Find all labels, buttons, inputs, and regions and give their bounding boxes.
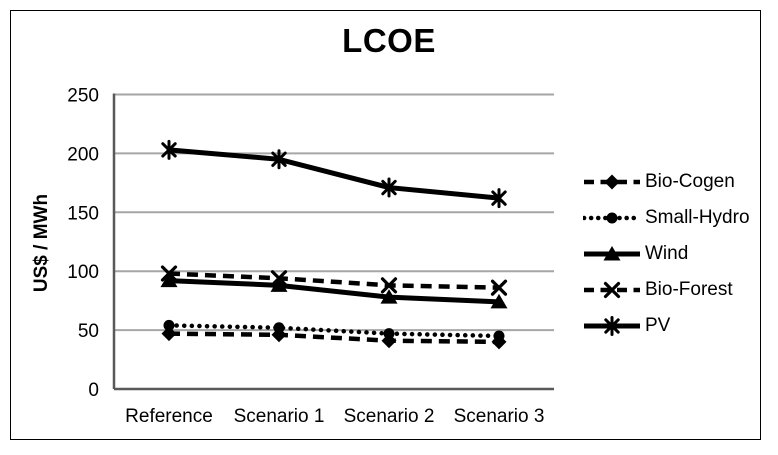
y-tick-label: 0 (88, 380, 99, 401)
legend-label: Bio-Cogen (645, 170, 735, 192)
marker-triangle-icon (380, 289, 398, 304)
x-category-label: Scenario 2 (344, 406, 435, 427)
marker-x-icon (270, 270, 288, 287)
marker-asterisk-icon (271, 149, 287, 170)
marker-triangle-icon (160, 272, 178, 288)
legend-item-small-hydro: Small-Hydro (583, 206, 750, 229)
series-line-pv (168, 147, 500, 201)
series-line-small-hydro (166, 323, 502, 339)
series-line-wind (168, 278, 500, 305)
marker-triangle-icon (270, 277, 288, 292)
legend-sample-circle-icon (583, 212, 641, 223)
legend-item-bio-cogen: Bio-Cogen (583, 170, 750, 193)
marker-x-icon (490, 279, 508, 296)
legend-item-pv: PV (583, 314, 750, 337)
chart-title: LCOE (342, 22, 436, 59)
chart-frame-border (10, 10, 761, 440)
legend-item-wind: Wind (583, 242, 750, 265)
legend-sample-x-icon (584, 281, 640, 298)
x-category-label: Scenario 1 (234, 406, 325, 427)
marker-asterisk-icon (604, 315, 620, 336)
series-line-bio-cogen (168, 331, 500, 345)
marker-asterisk-icon (381, 177, 397, 198)
marker-x-icon (380, 277, 398, 294)
marker-triangle-icon (603, 245, 621, 260)
chart-legend: Bio-Cogen Small-Hydro Wind Bio-Forest PV (583, 170, 750, 337)
legend-label: PV (645, 314, 671, 336)
legend-label: Bio-Forest (645, 278, 733, 300)
x-category-label: Scenario 3 (454, 406, 545, 427)
marker-diamond-icon (604, 174, 620, 189)
marker-diamond-icon (161, 326, 177, 342)
legend-sample-triangle-icon (584, 245, 640, 260)
legend-sample-asterisk-icon (584, 315, 640, 336)
marker-circle-icon (493, 330, 505, 342)
y-tick-label: 50 (78, 321, 99, 342)
x-category-label: Reference (125, 406, 213, 427)
marker-x-icon (160, 265, 178, 282)
marker-triangle-icon (490, 293, 508, 309)
marker-x-icon (603, 281, 621, 298)
legend-label: Small-Hydro (645, 206, 750, 228)
legend-sample-diamond-icon (584, 174, 640, 189)
legend-item-bio-forest: Bio-Forest (583, 278, 750, 301)
legend-label: Wind (645, 242, 689, 264)
series-line-bio-forest (168, 271, 500, 290)
marker-asterisk-icon (161, 139, 177, 160)
marker-circle-icon (383, 328, 395, 340)
marker-asterisk-icon (491, 188, 507, 209)
marker-circle-icon (163, 319, 175, 331)
y-tick-label: 100 (67, 262, 99, 283)
y-tick-label: 150 (67, 203, 99, 224)
y-tick-label: 250 (67, 86, 99, 107)
marker-circle-icon (606, 212, 618, 223)
marker-circle-icon (273, 322, 285, 334)
y-tick-label: 200 (67, 144, 99, 165)
